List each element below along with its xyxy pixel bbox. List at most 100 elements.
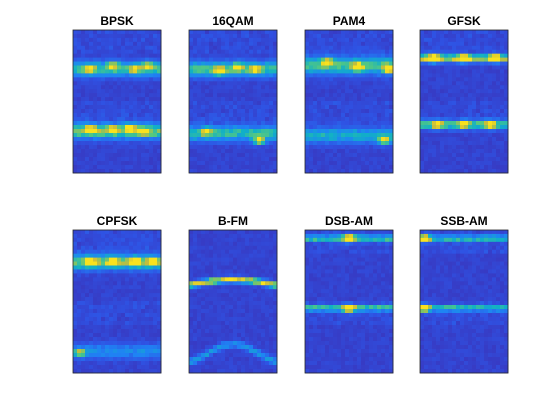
heatmap-cell bbox=[205, 169, 210, 174]
heatmap-cell bbox=[97, 245, 102, 251]
heatmap-cell bbox=[109, 305, 114, 310]
heatmap-cell bbox=[137, 165, 142, 170]
heatmap-cell bbox=[452, 153, 457, 158]
heatmap-cell bbox=[317, 30, 322, 35]
heatmap-cell bbox=[345, 73, 350, 78]
heatmap-cell bbox=[484, 77, 489, 82]
heatmap-cell bbox=[77, 117, 82, 122]
heatmap-cell bbox=[225, 285, 230, 290]
heatmap-cell bbox=[153, 337, 158, 342]
heatmap-cell bbox=[345, 113, 350, 118]
heatmap-cell bbox=[504, 109, 509, 114]
heatmap-cell bbox=[129, 169, 134, 174]
heatmap-cell bbox=[369, 113, 374, 118]
heatmap-cell bbox=[85, 101, 90, 106]
heatmap-cell bbox=[440, 65, 445, 70]
heatmap-cell bbox=[89, 125, 94, 130]
heatmap-cell bbox=[233, 230, 238, 235]
heatmap-cell bbox=[317, 141, 322, 146]
heatmap-cell bbox=[141, 233, 146, 239]
heatmap-cell bbox=[133, 230, 138, 235]
heatmap-cell bbox=[209, 297, 214, 302]
heatmap-cell bbox=[217, 253, 222, 259]
heatmap-cell bbox=[480, 161, 485, 166]
heatmap-cell bbox=[476, 157, 481, 162]
heatmap-cell bbox=[81, 329, 86, 334]
heatmap-cell bbox=[361, 133, 366, 138]
heatmap-cell bbox=[149, 313, 154, 318]
heatmap-cell bbox=[472, 125, 477, 130]
heatmap-cell bbox=[225, 89, 230, 94]
heatmap-cell bbox=[209, 73, 214, 78]
heatmap-cell bbox=[432, 165, 437, 170]
heatmap-cell bbox=[381, 81, 386, 86]
heatmap-cell bbox=[253, 41, 258, 47]
heatmap-cell bbox=[125, 277, 130, 282]
heatmap-cell bbox=[125, 357, 130, 362]
heatmap-cell bbox=[460, 81, 465, 86]
heatmap-cell bbox=[217, 309, 222, 314]
heatmap-cell bbox=[377, 101, 382, 106]
heatmap-cell bbox=[133, 105, 138, 110]
heatmap-cell bbox=[345, 241, 350, 247]
heatmap-cell bbox=[333, 41, 338, 47]
heatmap-cell bbox=[337, 30, 342, 35]
heatmap-cell bbox=[317, 97, 322, 102]
heatmap-cell bbox=[357, 153, 362, 158]
heatmap-cell bbox=[133, 245, 138, 251]
heatmap-cell bbox=[193, 125, 198, 130]
heatmap-cell bbox=[117, 137, 122, 142]
heatmap-cell bbox=[221, 341, 226, 346]
heatmap-cell bbox=[205, 253, 210, 259]
heatmap-cell bbox=[137, 109, 142, 114]
heatmap-cell bbox=[153, 149, 158, 154]
heatmap-cell bbox=[197, 345, 202, 350]
heatmap-cell bbox=[448, 73, 453, 78]
heatmap-cell bbox=[329, 241, 334, 247]
heatmap-cell bbox=[345, 45, 350, 51]
heatmap-cell bbox=[117, 77, 122, 82]
heatmap-cell bbox=[345, 249, 350, 255]
heatmap-cell bbox=[97, 121, 102, 126]
heatmap-cell bbox=[261, 161, 266, 166]
heatmap-cell bbox=[305, 101, 310, 106]
heatmap-cell bbox=[233, 281, 238, 286]
heatmap-cell bbox=[245, 237, 250, 243]
heatmap-cell bbox=[129, 361, 134, 366]
heatmap-cell bbox=[101, 53, 106, 59]
heatmap-cell bbox=[257, 77, 262, 82]
heatmap-cell bbox=[468, 113, 473, 118]
heatmap-cell bbox=[133, 265, 138, 270]
heatmap-cell bbox=[197, 45, 202, 51]
heatmap-cell bbox=[353, 129, 358, 134]
heatmap-cell bbox=[121, 305, 126, 310]
heatmap-cell bbox=[241, 337, 246, 342]
heatmap-cell bbox=[305, 153, 310, 158]
heatmap-cell bbox=[265, 85, 270, 90]
heatmap-cell bbox=[373, 145, 378, 150]
heatmap-cell bbox=[237, 325, 242, 330]
heatmap-cell bbox=[213, 353, 218, 358]
heatmap-cell bbox=[444, 133, 449, 138]
heatmap-cell bbox=[113, 249, 118, 255]
heatmap-cell bbox=[213, 133, 218, 138]
heatmap-cell bbox=[261, 109, 266, 114]
heatmap-cell bbox=[381, 121, 386, 126]
heatmap-cell bbox=[233, 89, 238, 94]
heatmap-cell bbox=[233, 261, 238, 266]
heatmap-cell bbox=[221, 117, 226, 122]
heatmap-cell bbox=[381, 157, 386, 162]
heatmap-cell bbox=[253, 37, 258, 43]
heatmap-cell bbox=[153, 93, 158, 98]
heatmap-cell bbox=[345, 129, 350, 134]
heatmap-cell bbox=[113, 109, 118, 114]
heatmap-cell bbox=[257, 337, 262, 342]
heatmap-cell bbox=[273, 137, 278, 142]
heatmap-cell bbox=[245, 89, 250, 94]
heatmap-cell bbox=[365, 77, 370, 82]
heatmap-cell bbox=[201, 137, 206, 142]
heatmap-cell bbox=[125, 125, 130, 130]
heatmap-cell bbox=[225, 329, 230, 334]
heatmap-cell bbox=[377, 69, 382, 74]
heatmap-cell bbox=[217, 325, 222, 330]
